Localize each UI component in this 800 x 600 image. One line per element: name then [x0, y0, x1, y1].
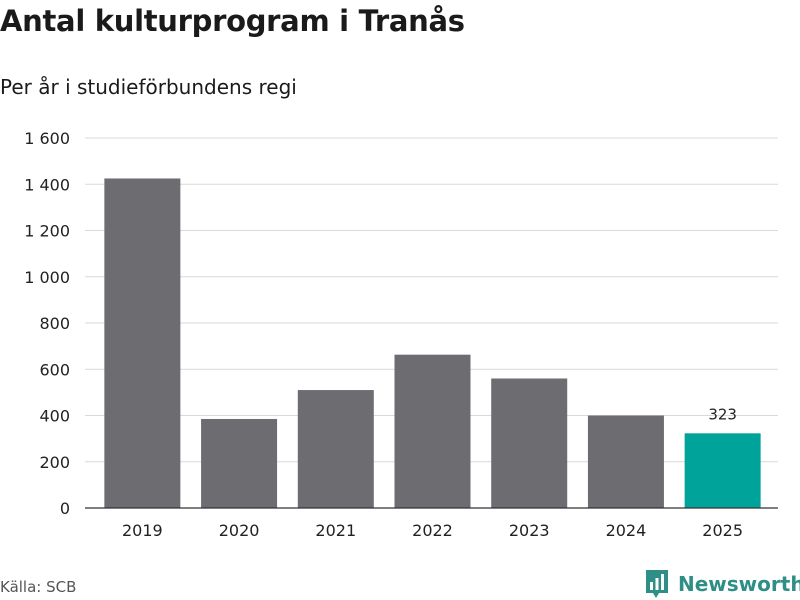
y-tick-label: 0 — [60, 499, 70, 518]
brand-name: Newsworthy — [678, 572, 800, 596]
bar — [684, 433, 761, 508]
y-tick-label: 1 000 — [24, 268, 70, 287]
x-tick-label: 2021 — [315, 521, 356, 540]
bar-chart: 0 200 400 600 800 1 000 1 200 1 400 1 600 2019 202… — [24, 129, 778, 540]
data-label: 323 — [708, 405, 737, 423]
y-tick-label: 800 — [39, 314, 70, 333]
x-tick-label: 2025 — [702, 521, 743, 540]
bar — [394, 354, 471, 508]
y-tick-label: 400 — [39, 407, 70, 426]
x-tick-label: 2019 — [122, 521, 163, 540]
y-tick-label: 600 — [39, 360, 70, 379]
y-tick-label: 1 400 — [24, 175, 70, 194]
bar-chart-logo-icon — [646, 570, 668, 598]
x-tick-label: 2020 — [219, 521, 260, 540]
y-tick-label: 200 — [39, 453, 70, 472]
y-tick-label: 1 200 — [24, 222, 70, 241]
x-tick-label: 2023 — [509, 521, 550, 540]
bar — [491, 378, 568, 508]
chart-subtitle: Per år i studieförbundens regi — [0, 75, 297, 99]
bar — [104, 178, 181, 508]
source-note: Källa: SCB — [0, 578, 77, 596]
bar — [587, 415, 664, 508]
x-tick-label: 2024 — [606, 521, 647, 540]
chart-title: Antal kulturprogram i Tranås — [0, 4, 465, 38]
bar — [201, 418, 278, 508]
brand-logo: Newsworthy — [644, 568, 800, 600]
bar — [297, 390, 374, 508]
x-tick-label: 2022 — [412, 521, 453, 540]
y-tick-label: 1 600 — [24, 129, 70, 148]
